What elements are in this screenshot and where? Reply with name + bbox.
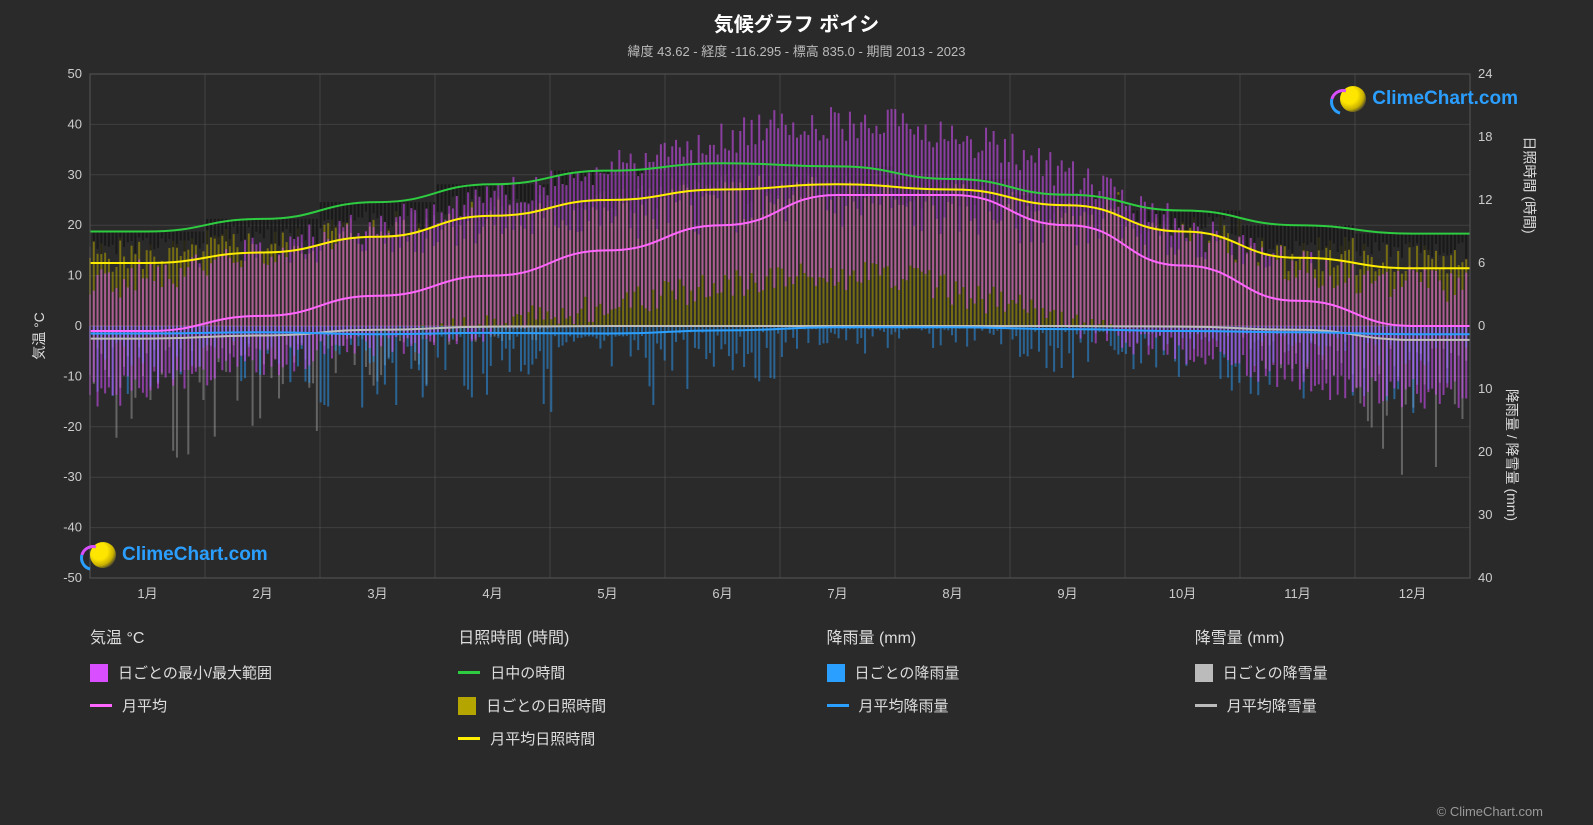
legend-swatch [90,704,112,707]
legend-swatch [458,671,480,674]
svg-text:30: 30 [1478,507,1492,522]
svg-text:12: 12 [1478,192,1492,207]
svg-text:10: 10 [68,268,82,283]
svg-text:5月: 5月 [597,586,617,601]
chart-title: 気候グラフ ボイシ [0,0,1593,37]
svg-text:3月: 3月 [367,586,387,601]
legend-item: 月平均 [90,695,398,716]
logo-icon [1340,86,1366,112]
svg-text:10月: 10月 [1169,586,1196,601]
climate-chart: -50 -40 -30 -20 -10 0 10 20 30 40 50 0 6 12 18 24 10 20 30… [45,66,1515,606]
legend-item: 日ごとの降雪量 [1195,662,1503,683]
svg-text:18: 18 [1478,129,1492,144]
legend-label: 日中の時間 [490,662,565,683]
legend-item: 月平均降雪量 [1195,695,1503,716]
chart-container: 気温 °C 日照時間 (時間) 降雨量 / 降雪量 (mm) -50-40-30… [45,66,1548,606]
chart-subtitle: 緯度 43.62 - 経度 -116.295 - 標高 835.0 - 期間 2… [0,37,1593,66]
svg-text:20: 20 [68,217,82,232]
legend-label: 日ごとの日照時間 [486,695,606,716]
legend-group-title: 日照時間 (時間) [458,624,766,648]
svg-text:6: 6 [1478,255,1485,270]
svg-text:9月: 9月 [1057,586,1077,601]
legend-label: 月平均降雨量 [859,695,949,716]
legend-label: 月平均日照時間 [490,728,595,749]
legend-group: 気温 °C 日ごとの最小/最大範囲月平均 [90,624,398,761]
svg-text:-10: -10 [63,368,82,383]
legend-item: 日ごとの降雨量 [827,662,1135,683]
y-left-axis-label: 気温 °C [29,312,49,360]
y-right-axis-label-top: 日照時間 (時間) [1519,136,1539,233]
svg-text:12月: 12月 [1399,586,1426,601]
svg-text:4月: 4月 [482,586,502,601]
svg-text:40: 40 [68,116,82,131]
legend-swatch [827,664,845,682]
svg-text:0: 0 [75,318,82,333]
svg-text:24: 24 [1478,66,1492,81]
svg-text:10: 10 [1478,381,1492,396]
svg-text:0: 0 [1478,318,1485,333]
svg-text:50: 50 [68,66,82,81]
legend-swatch [458,697,476,715]
y-right-axis-label-bottom: 降雨量 / 降雪量 (mm) [1502,389,1522,521]
logo-icon [90,542,116,568]
svg-text:-30: -30 [63,469,82,484]
legend-group-title: 気温 °C [90,624,398,648]
legend-item: 日ごとの日照時間 [458,695,766,716]
legend-group-title: 降雨量 (mm) [827,624,1135,648]
legend-item: 月平均日照時間 [458,728,766,749]
credit-text: © ClimeChart.com [1437,804,1543,819]
svg-text:1月: 1月 [137,586,157,601]
legend-label: 日ごとの最小/最大範囲 [118,662,272,683]
legend-label: 月平均降雪量 [1227,695,1317,716]
watermark-text: ClimeChart.com [1372,88,1518,110]
watermark-bottom: ClimeChart.com [90,542,268,568]
svg-text:-40: -40 [63,520,82,535]
watermark-top: ClimeChart.com [1340,86,1518,112]
svg-text:-50: -50 [63,570,82,585]
svg-text:40: 40 [1478,570,1492,585]
svg-text:11月: 11月 [1284,586,1311,601]
svg-text:-20: -20 [63,419,82,434]
legend-group: 日照時間 (時間) 日中の時間日ごとの日照時間月平均日照時間 [458,624,766,761]
legend-swatch [458,737,480,740]
legend-group: 降雨量 (mm) 日ごとの降雨量月平均降雨量 [827,624,1135,761]
svg-text:8月: 8月 [942,586,962,601]
svg-text:20: 20 [1478,444,1492,459]
legend-swatch [827,704,849,707]
legend-item: 月平均降雨量 [827,695,1135,716]
legend-group-title: 降雪量 (mm) [1195,624,1503,648]
legend-item: 日中の時間 [458,662,766,683]
legend-label: 日ごとの降雨量 [855,662,960,683]
svg-text:6月: 6月 [712,586,732,601]
legend-swatch [90,664,108,682]
svg-text:30: 30 [68,167,82,182]
legend-swatch [1195,664,1213,682]
legend: 気温 °C 日ごとの最小/最大範囲月平均 日照時間 (時間) 日中の時間日ごとの日照時… [0,606,1593,761]
legend-label: 月平均 [122,695,167,716]
legend-label: 日ごとの降雪量 [1223,662,1328,683]
legend-swatch [1195,704,1217,707]
legend-item: 日ごとの最小/最大範囲 [90,662,398,683]
legend-group: 降雪量 (mm) 日ごとの降雪量月平均降雪量 [1195,624,1503,761]
svg-text:7月: 7月 [827,586,847,601]
watermark-text: ClimeChart.com [122,544,268,566]
svg-text:2月: 2月 [252,586,272,601]
